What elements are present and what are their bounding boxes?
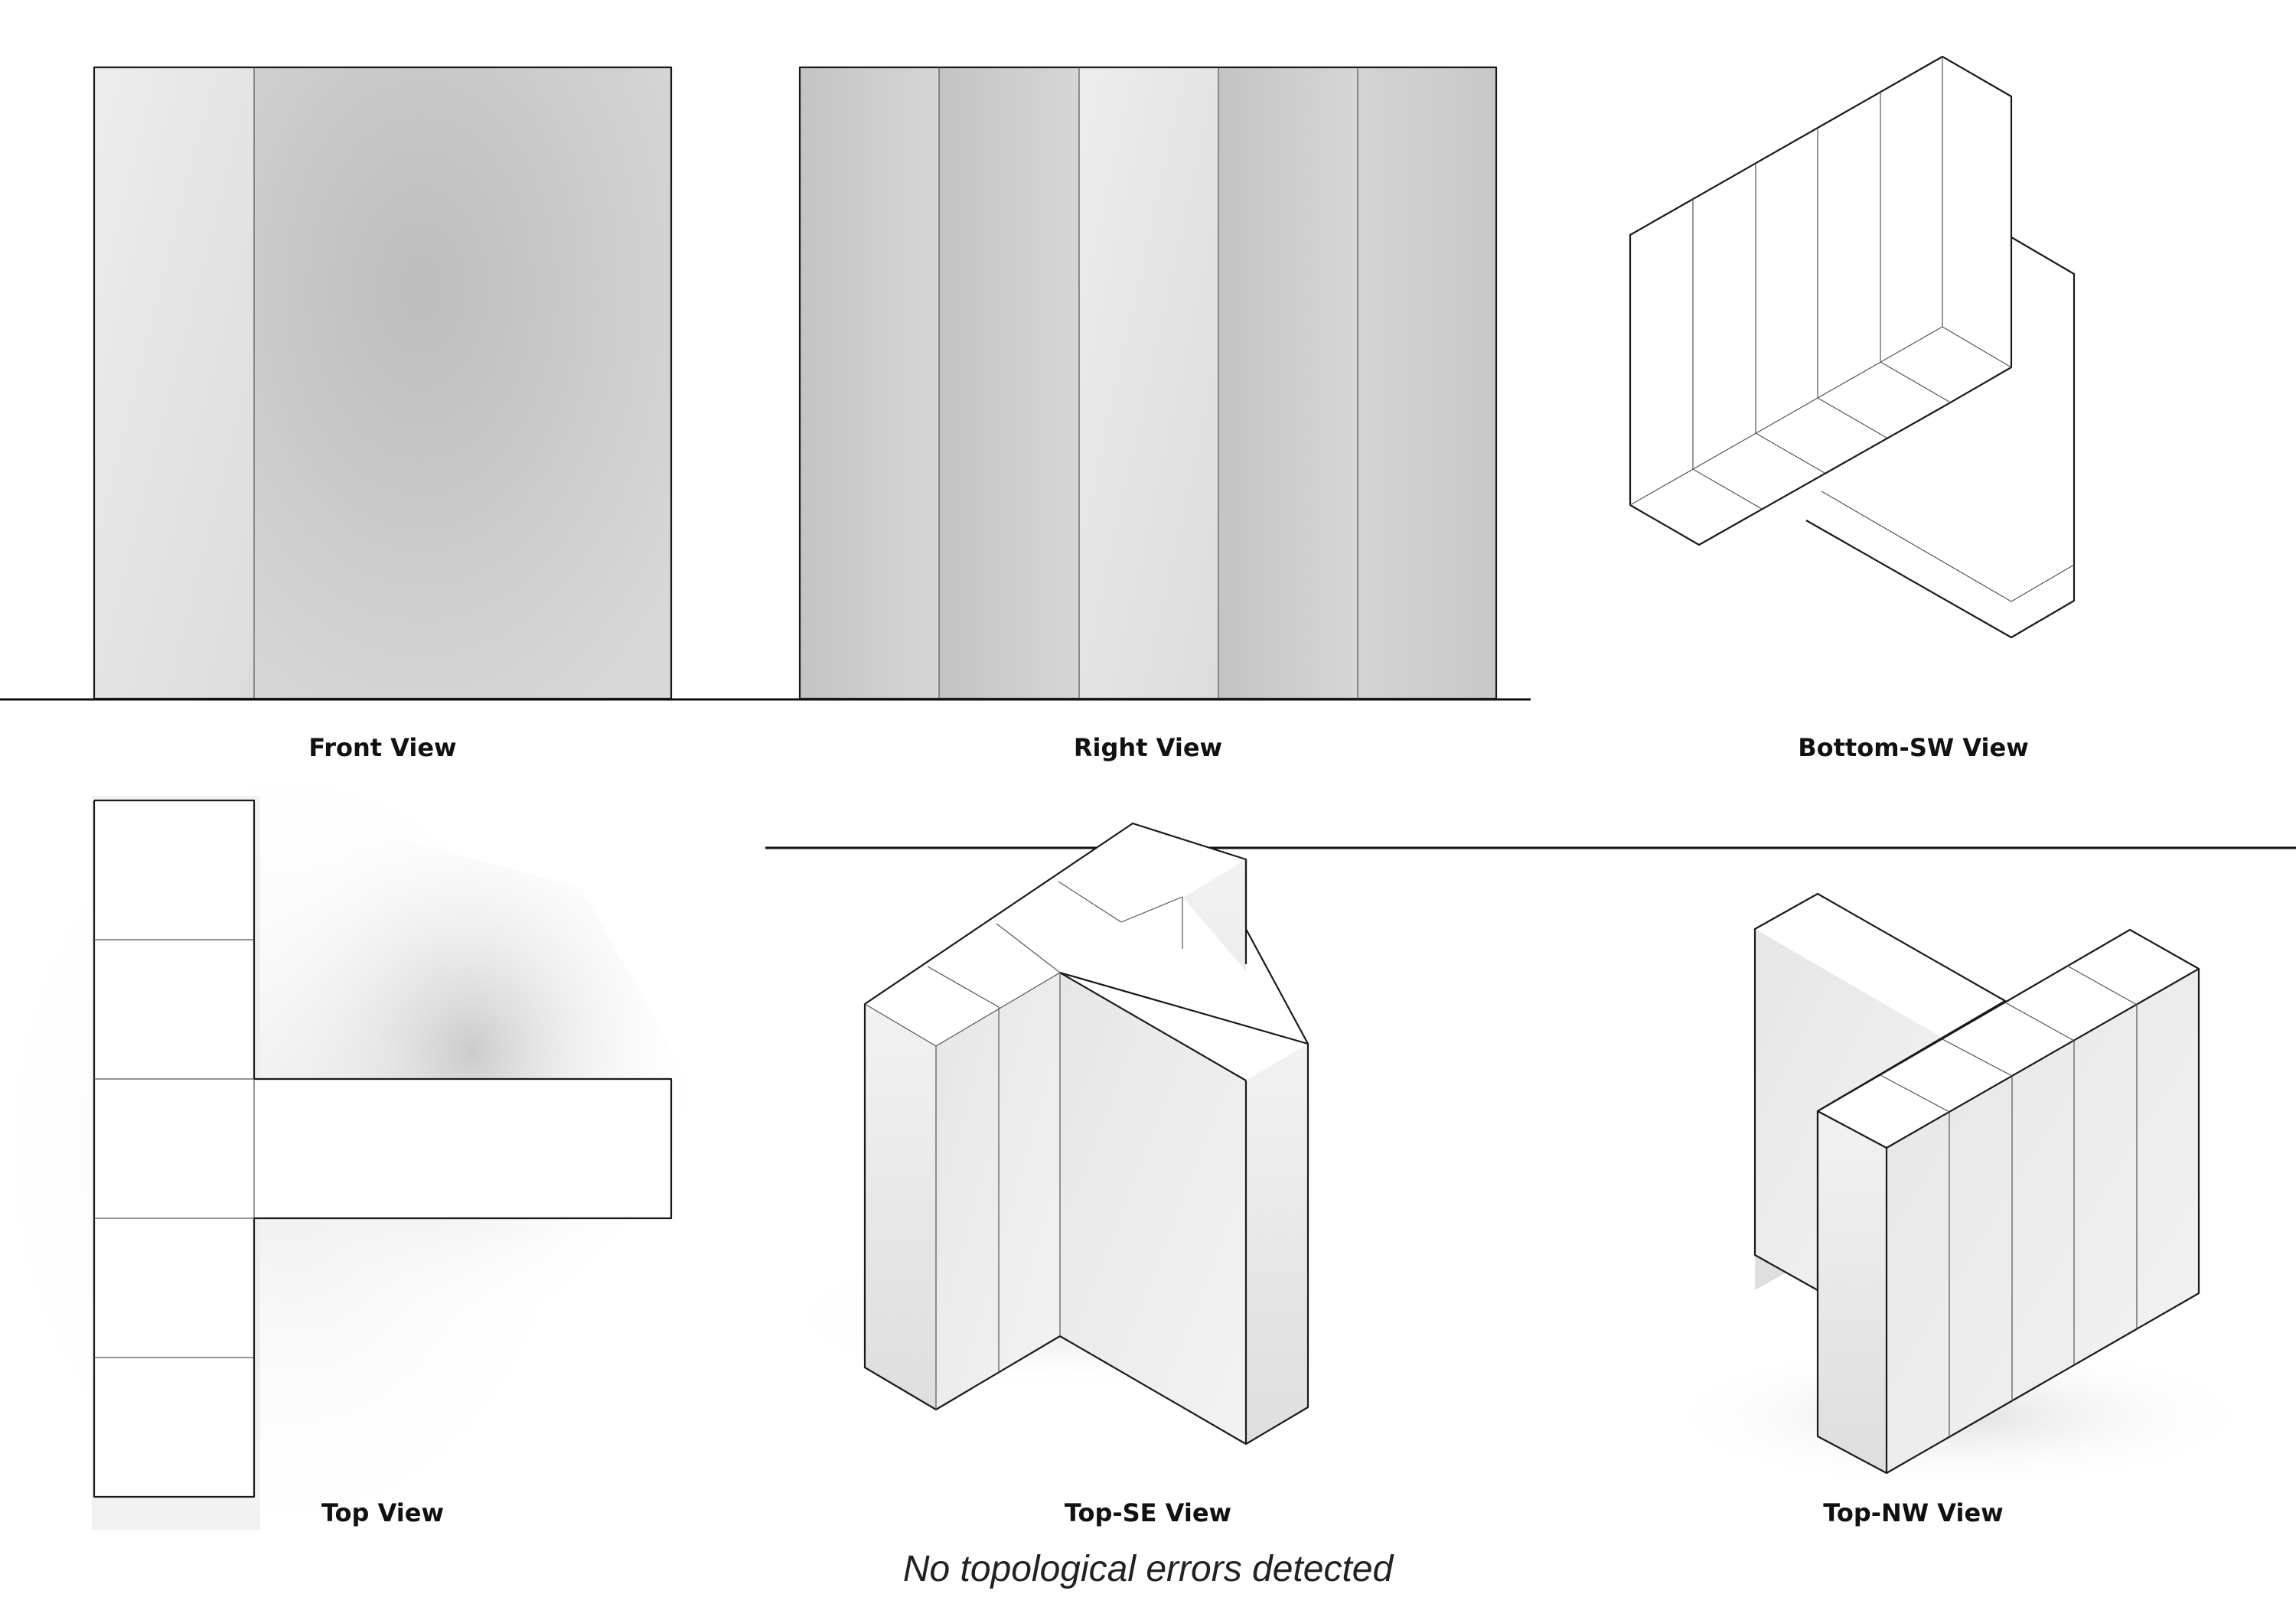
top-se-view: Top-SE View [765,822,2296,1527]
front-left-face [94,67,254,699]
top-se-view-caption: Top-SE View [1065,1498,1231,1527]
topology-status: No topological errors detected [903,1549,1394,1589]
top-wing [254,1079,671,1218]
front-main-face [254,67,671,699]
top-view-caption: Top View [321,1498,444,1527]
top-nw-view-caption: Top-NW View [1823,1498,2003,1527]
right-center-column [1079,67,1218,699]
front-view: Front View [0,66,1531,762]
bottom-sw-view: Bottom-SW View [1629,55,2076,762]
top-view: Top View [0,765,689,1530]
front-view-caption: Front View [308,733,456,762]
right-view: Right View [798,66,1498,762]
top-main-bar [94,800,254,1497]
right-view-caption: Right View [1074,733,1222,762]
bottom-sw-view-caption: Bottom-SW View [1798,733,2029,762]
top-nw-view: Top-NW View [1684,892,2235,1527]
